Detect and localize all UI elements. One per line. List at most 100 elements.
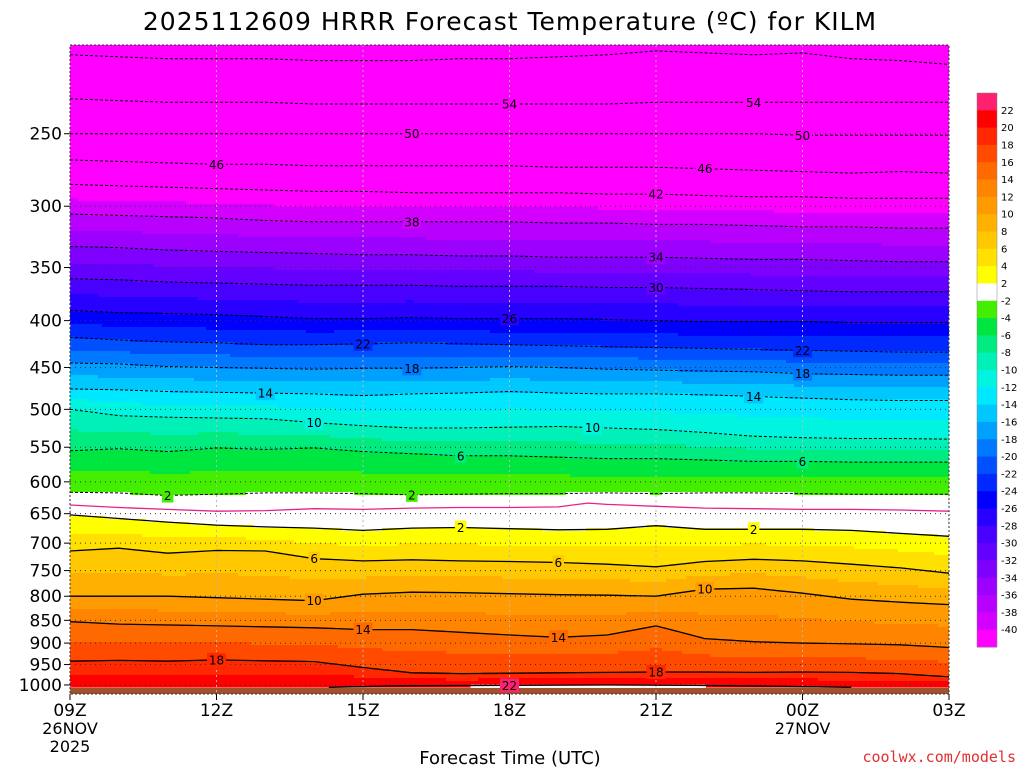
temperature-cell (602, 594, 607, 616)
temperature-cell (138, 354, 143, 367)
temperature-cell (638, 678, 643, 685)
temperature-cell (638, 381, 643, 394)
temperature-cell (118, 216, 123, 232)
temperature-cell (542, 546, 547, 562)
temperature-cell (94, 660, 99, 676)
temperature-cell (178, 366, 183, 379)
temperature-cell (310, 528, 315, 544)
temperature-cell (254, 450, 259, 472)
temperature-cell (102, 432, 107, 451)
temperature-cell (458, 675, 463, 682)
temperature-cell (318, 345, 323, 358)
temperature-cell (498, 45, 503, 208)
temperature-cell (262, 450, 267, 472)
temperature-cell (130, 201, 135, 217)
temperature-cell (554, 456, 559, 475)
temperature-cell (662, 546, 667, 568)
temperature-cell (570, 318, 575, 334)
temperature-cell (334, 450, 339, 472)
temperature-cell (478, 207, 483, 223)
temperature-cell (94, 534, 99, 550)
temperature-cell (298, 285, 303, 304)
temperature-cell (542, 357, 547, 367)
temperature-cell (686, 384, 691, 394)
temperature-cell (542, 426, 547, 442)
temperature-cell (386, 546, 391, 562)
temperature-cell (82, 279, 87, 295)
temperature-cell (302, 645, 307, 661)
temperature-cell (526, 546, 531, 562)
temperature-cell (650, 360, 655, 370)
temperature-cell (414, 207, 419, 223)
temperature-cell (474, 222, 479, 241)
temperature-cell (166, 216, 171, 235)
temperature-cell (150, 450, 155, 475)
temperature-cell (258, 552, 263, 577)
temperature-cell (538, 594, 543, 616)
temperature-cell (178, 45, 183, 202)
temperature-cell (94, 390, 99, 403)
temperature-cell (230, 267, 235, 283)
temperature-cell (558, 258, 563, 274)
temperature-cell (154, 537, 159, 553)
temperature-cell (658, 348, 663, 361)
temperature-cell (550, 636, 555, 655)
temperature-cell (386, 441, 391, 454)
temperature-cell (206, 252, 211, 268)
temperature-cell (538, 318, 543, 334)
temperature-cell (478, 546, 483, 562)
temperature-cell (670, 321, 675, 334)
temperature-cell (138, 417, 143, 433)
temperature-cell (678, 45, 683, 211)
temperature-cell (602, 546, 607, 565)
temperature-cell (502, 270, 507, 286)
temperature-cell (362, 546, 367, 562)
temperature-cell (246, 576, 251, 601)
temperature-cell (586, 333, 591, 346)
temperature-cell (174, 393, 179, 406)
temperature-cell (566, 207, 571, 223)
temperature-cell (490, 285, 495, 304)
temperature-cell (558, 285, 563, 304)
temperature-cell (98, 642, 103, 661)
temperature-cell (74, 45, 79, 199)
temperature-cell (706, 672, 711, 679)
temperature-cell (434, 672, 439, 679)
temperature-cell (526, 303, 531, 319)
temperature-cell (246, 600, 251, 613)
temperature-cell (302, 357, 307, 370)
temperature-cell (446, 270, 451, 286)
temperature-cell (170, 642, 175, 661)
temperature-cell (450, 654, 455, 676)
temperature-cell (262, 435, 267, 451)
temperature-cell (634, 258, 639, 274)
temperature-cell (170, 597, 175, 613)
temperature-cell (350, 531, 355, 547)
temperature-cell (298, 270, 303, 286)
temperature-cell (86, 573, 91, 598)
temperature-cell (526, 441, 531, 457)
temperature-cell (382, 546, 387, 562)
temperature-cell (206, 300, 211, 316)
temperature-cell (350, 345, 355, 358)
temperature-cell (426, 381, 431, 394)
temperature-cell (694, 591, 699, 613)
temperature-cell (550, 357, 555, 367)
temperature-cell (666, 492, 671, 529)
temperature-cell (650, 597, 655, 613)
temperature-cell (426, 45, 431, 208)
temperature-cell (450, 240, 455, 256)
temperature-cell (478, 576, 483, 595)
temperature-cell (690, 447, 695, 460)
temperature-cell (594, 444, 599, 460)
temperature-cell (314, 345, 319, 358)
temperature-cell (306, 333, 311, 346)
temperature-cell (346, 675, 351, 688)
temperature-cell (422, 303, 427, 319)
temperature-cell (562, 288, 567, 304)
temperature-cell (526, 654, 531, 673)
temperature-cell (294, 471, 299, 493)
temperature-cell (118, 378, 123, 391)
temperature-cell (338, 330, 343, 346)
temperature-cell (706, 528, 711, 547)
